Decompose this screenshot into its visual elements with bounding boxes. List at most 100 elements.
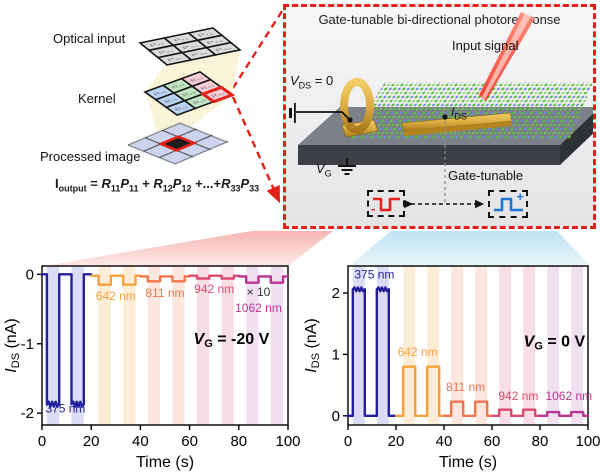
series-811-nm xyxy=(442,400,494,418)
illumination-stripe xyxy=(427,266,440,425)
illumination-stripe xyxy=(571,266,584,425)
kernel-grid: R₁₁R₁₂R₁₃ R₂₁R₂₂R₂₃ R₃₁R₃₂R₃₃ xyxy=(145,72,232,115)
processed-image-label: Processed image xyxy=(40,149,141,164)
minus-sign: - xyxy=(371,201,376,216)
svg-text:P₂₂: P₂₂ xyxy=(181,43,200,49)
x-axis-label: Time (s) xyxy=(136,454,194,471)
svg-text:P₃₃: P₃₃ xyxy=(214,46,233,53)
box-title: Gate-tunable bi-directional photorespons… xyxy=(318,12,561,27)
x-tick-label: 100 xyxy=(275,433,300,450)
x-tick-label: 60 xyxy=(484,433,501,450)
x-axis-label: Time (s) xyxy=(439,454,497,471)
convolution-diagram: R₁₁R₁₂R₁₃R₂₁R₂₂R₂₃R₃₁R₃₂R₃₃P₁₁P₁₂P₁₃P₂₁P… xyxy=(0,0,290,215)
svg-text:R₂₃: R₂₃ xyxy=(199,84,215,92)
x-tick-label: 80 xyxy=(532,433,549,450)
svg-text:R₃₃: R₃₃ xyxy=(210,91,226,99)
illumination-stripe xyxy=(98,266,111,425)
x-tick-label: 100 xyxy=(575,433,600,450)
positive-pulse-icon: + xyxy=(488,190,528,218)
series-label: 375 nm xyxy=(45,402,85,416)
illumination-stripe xyxy=(523,266,536,425)
series-642-nm xyxy=(394,365,446,418)
gate-annotation: VG = -20 V xyxy=(194,331,270,350)
series-label: 942 nm xyxy=(194,282,234,296)
illumination-stripe xyxy=(246,266,259,425)
plus-sign: + xyxy=(516,189,524,204)
illumination-stripe xyxy=(376,266,389,425)
zoom-wedge-left xyxy=(43,231,333,266)
illumination-stripe xyxy=(547,266,560,425)
equation: Ioutput = R11P11 + R12P12 +...+R33P33 xyxy=(55,176,260,194)
svg-text:R₁₃: R₁₃ xyxy=(189,76,205,83)
illumination-stripe xyxy=(46,266,60,425)
kernel-label: Kernel xyxy=(78,91,116,106)
x-tick-label: 20 xyxy=(388,433,405,450)
y-tick-label: 1 xyxy=(332,346,340,363)
svg-text:P₂₃: P₂₃ xyxy=(205,38,224,44)
gate-annotation: VG = 0 V xyxy=(524,333,586,352)
y-tick-label: 0 xyxy=(26,266,34,283)
series-label: 642 nm xyxy=(96,289,136,303)
illumination-stripe xyxy=(451,266,464,425)
svg-text:R₃₁: R₃₁ xyxy=(174,105,190,113)
illumination-stripe xyxy=(499,266,512,425)
scale-note: × 10 xyxy=(247,285,271,299)
processed-image-grid xyxy=(128,123,227,164)
device-schematic xyxy=(289,12,593,209)
plot-frame xyxy=(347,265,589,426)
vg-label: VG xyxy=(316,161,332,179)
series-label: 811 nm xyxy=(145,286,184,300)
x-tick-label: 20 xyxy=(83,433,100,450)
illumination-stripe xyxy=(196,266,210,425)
y-axis-label: IDS (nA) xyxy=(3,318,22,372)
series-label: 1062 nm xyxy=(235,301,282,315)
vds-label: VDS = 0 xyxy=(290,73,334,91)
negative-pulse-icon: - xyxy=(367,190,405,217)
series-label: 811 nm xyxy=(446,380,485,394)
series-375-nm xyxy=(346,286,398,418)
zoom-wedge-right xyxy=(349,231,591,266)
svg-text:R₂₁: R₂₁ xyxy=(163,97,179,105)
substrate-front xyxy=(298,145,560,165)
svg-text:P₁₂: P₁₂ xyxy=(172,36,190,42)
series-label: 1062 nm xyxy=(545,389,592,403)
illumination-stripe xyxy=(403,266,416,425)
x-tick-label: 0 xyxy=(38,433,46,450)
y-tick-label: -1 xyxy=(21,336,34,353)
series-label: 375 nm xyxy=(354,267,394,281)
svg-text:P₁₃: P₁₃ xyxy=(196,31,215,37)
photoresponse-box: Gate-tunable bi-directional photorespons… xyxy=(283,4,596,229)
series-942-nm xyxy=(490,408,542,418)
svg-text:R₃₂: R₃₂ xyxy=(192,98,208,106)
plot-frame xyxy=(41,265,289,426)
y-tick-label: -2 xyxy=(21,405,34,422)
illumination-stripe xyxy=(270,266,284,425)
series-642-nm xyxy=(89,274,142,286)
input-signal-label: Input signal xyxy=(452,38,519,53)
x-tick-label: 80 xyxy=(230,433,247,450)
illumination-stripe xyxy=(475,266,488,425)
y-tick-label: 2 xyxy=(332,285,340,302)
material-lattice xyxy=(350,82,593,140)
ground-icon xyxy=(338,158,356,175)
series-375-nm xyxy=(40,273,93,408)
illumination-stripe xyxy=(352,266,365,425)
illumination-stripe xyxy=(221,266,234,425)
svg-text:R₁₂: R₁₂ xyxy=(171,83,187,90)
series-1062-nm xyxy=(237,275,290,284)
y-tick-label: 0 xyxy=(332,408,340,425)
x-tick-label: 40 xyxy=(132,433,149,450)
ids-probe-dot xyxy=(442,114,448,120)
battery-icon xyxy=(289,108,292,118)
svg-text:R₁₁: R₁₁ xyxy=(153,89,169,96)
svg-text:P₃₂: P₃₂ xyxy=(190,51,209,57)
illumination-stripe xyxy=(123,266,136,425)
x-tick-label: 60 xyxy=(181,433,198,450)
svg-text:P₃₁: P₃₁ xyxy=(166,56,185,62)
illumination-stripe xyxy=(71,266,84,425)
optical-input-grid: P₁₁ P₁₂ P₁₃ P₂₁ P₂₂ P₂₃ P₃₁ P₃₂ P₃₃ xyxy=(140,28,240,65)
svg-text:P₁₁: P₁₁ xyxy=(148,41,166,47)
svg-text:R₂₂: R₂₂ xyxy=(181,90,197,98)
